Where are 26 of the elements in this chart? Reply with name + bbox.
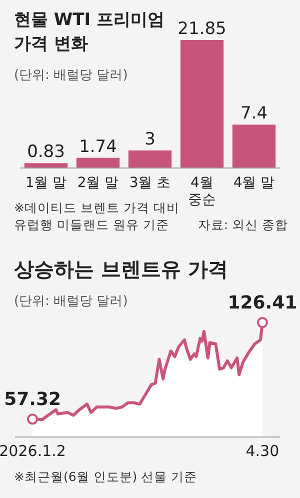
data-label: 126.41 — [228, 292, 298, 314]
x-tick-label: 4.30 — [246, 442, 280, 460]
data-label: 7.4 — [240, 104, 268, 124]
text: ※데이티드 브렌트 가격 대비 유럽행 미들랜드 원유 기준 — [14, 200, 180, 232]
x-tick-label: 4월 말 — [233, 175, 275, 191]
chart-title: 상승하는 브렌트유 가격 — [14, 257, 228, 281]
x-tick-label: 3월 초 — [129, 175, 171, 191]
data-label: 3 — [144, 129, 156, 150]
bar — [232, 124, 276, 168]
x-tick-label: 1월 말 — [25, 175, 67, 191]
bar — [180, 40, 224, 168]
x-tick-label: 2월 말 — [77, 175, 119, 191]
x-tick-label: 4월 중순 — [188, 175, 216, 208]
annotation: ※최근월(6월 인도분) 선물 기준 — [14, 469, 198, 484]
bar — [76, 158, 120, 168]
data-label: 1.74 — [79, 136, 117, 157]
text: 자료: 외신 종합 — [198, 217, 288, 232]
data-label: 57.32 — [4, 389, 62, 410]
text: (단위: 배럴당 달러) — [14, 68, 128, 83]
bar — [24, 163, 68, 168]
data-label: 0.83 — [27, 142, 65, 162]
data-label: 21.85 — [178, 19, 226, 39]
x-tick-label: 2026.1.2 — [0, 442, 66, 460]
chart-subtitle: (단위: 배럴당 달러) — [14, 294, 128, 309]
chart-title: 현물 WTI 프리미엄 가격 변화 — [14, 10, 165, 54]
bar — [128, 150, 172, 168]
